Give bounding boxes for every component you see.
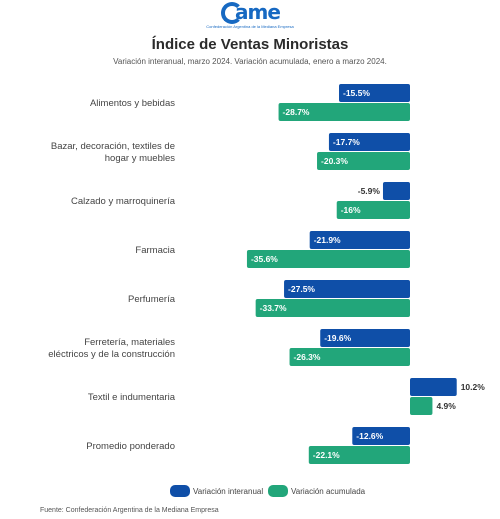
came-logo-icon: ame — [221, 0, 281, 24]
category-label: Alimentos y bebidas — [90, 98, 175, 109]
bar-acumulada — [255, 299, 410, 317]
data-label: -12.6% — [356, 431, 383, 441]
bar-interanual — [382, 182, 410, 200]
bar-acumulada — [278, 103, 410, 121]
data-label: -21.9% — [314, 235, 341, 245]
category-label: Promedio ponderado — [86, 441, 175, 452]
logo: ame — [0, 0, 500, 29]
data-label: -17.7% — [333, 137, 360, 147]
chart-title: Índice de Ventas Minoristas — [151, 36, 349, 53]
logo-c-icon — [221, 2, 243, 24]
category-label: Calzado y marroquinería — [71, 196, 176, 207]
bar-interanual — [320, 329, 410, 347]
data-label: -15.5% — [343, 88, 370, 98]
bar-acumulada — [410, 397, 433, 415]
legend-swatch — [268, 485, 288, 497]
bar-acumulada — [336, 201, 410, 219]
legend-label: Variación interanual — [193, 487, 263, 496]
data-label: -16% — [341, 205, 361, 215]
category-label: hogar y muebles — [105, 153, 175, 164]
category-label: Ferretería, materiales — [84, 337, 175, 348]
data-label: -22.1% — [313, 450, 340, 460]
bar-interanual — [339, 84, 410, 102]
data-label: -27.5% — [288, 284, 315, 294]
bar-acumulada — [289, 348, 410, 366]
data-label: -5.9% — [358, 186, 381, 196]
data-label: -26.3% — [294, 352, 321, 362]
data-label: 4.9% — [436, 401, 456, 411]
data-label: 10.2% — [461, 382, 486, 392]
data-label: -35.6% — [251, 254, 278, 264]
category-label: Farmacia — [135, 245, 175, 256]
logo-subtitle: Confederación Argentina de la Mediana Em… — [206, 24, 294, 29]
category-label: Perfumería — [128, 294, 176, 305]
bar-interanual — [328, 133, 410, 151]
bar-acumulada — [246, 250, 410, 268]
data-label: -28.7% — [283, 107, 310, 117]
data-label: -33.7% — [260, 303, 287, 313]
category-label: Textil e indumentaria — [88, 392, 176, 403]
source-note: Fuente: Confederación Argentina de la Me… — [40, 507, 219, 514]
logo-text: ame — [235, 0, 281, 24]
bar-interanual — [410, 378, 457, 396]
data-label: -20.3% — [321, 156, 348, 166]
bar-interanual — [284, 280, 410, 298]
data-label: -19.6% — [324, 333, 351, 343]
category-label: Bazar, decoración, textiles de — [51, 141, 175, 152]
bar-acumulada — [308, 446, 410, 464]
chart-subtitle: Variación interanual, marzo 2024. Variac… — [113, 57, 387, 66]
category-label: eléctricos y de la construcción — [48, 349, 175, 360]
bar-interanual — [309, 231, 410, 249]
bar-interanual — [352, 427, 410, 445]
legend-label: Variación acumulada — [291, 487, 366, 496]
bar-acumulada — [317, 152, 410, 170]
legend-swatch — [170, 485, 190, 497]
